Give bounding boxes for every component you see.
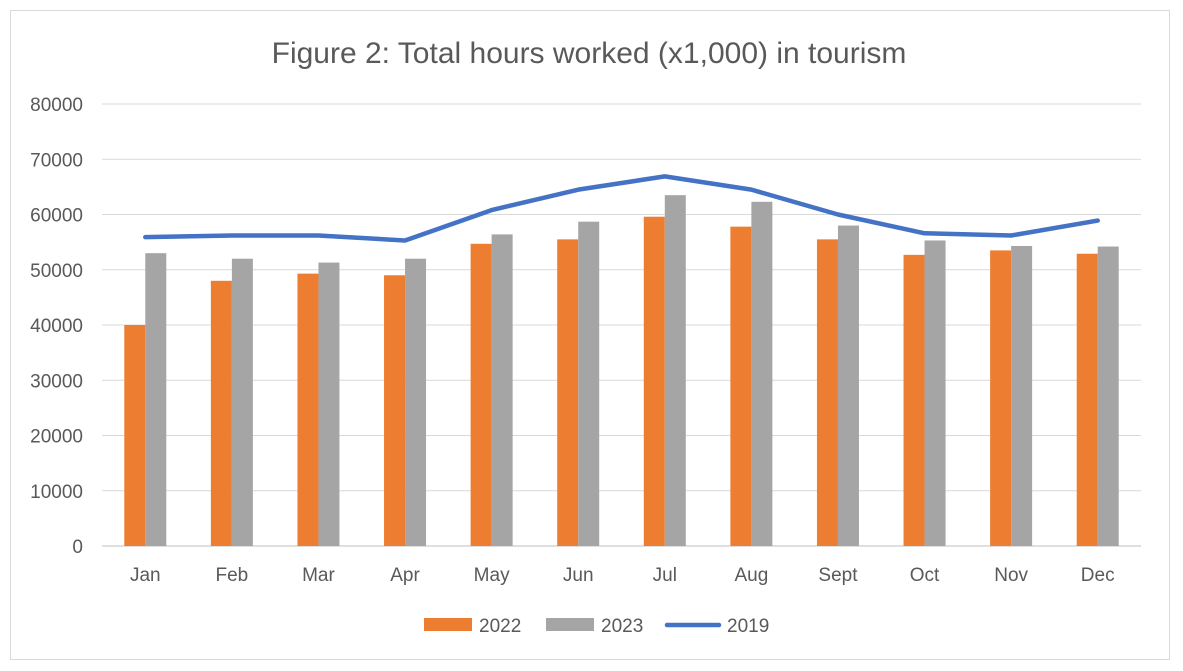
- series-line-2019: [143, 174, 1100, 243]
- legend-item-2019: 2019: [664, 616, 769, 637]
- bar-2023-sept: [837, 225, 859, 547]
- y-tick-label: 70000: [30, 150, 83, 171]
- bar-2023-aug: [751, 201, 773, 547]
- x-tick-label: Aug: [734, 565, 768, 586]
- bar-2022-mar: [297, 273, 319, 546]
- legend-swatch: [424, 618, 472, 631]
- legend: 2022 2023 2019: [424, 616, 769, 637]
- x-tick-label: Jul: [653, 565, 677, 586]
- x-tick-label: Sept: [818, 565, 858, 586]
- x-tick-label: Feb: [216, 565, 249, 586]
- legend-swatch: [546, 618, 594, 631]
- bar-2022-dec: [1076, 253, 1098, 547]
- y-tick-label: 60000: [30, 206, 83, 227]
- series-line-layer: [143, 174, 1100, 243]
- y-tick-label: 20000: [30, 427, 83, 448]
- gridlines: [102, 103, 1141, 547]
- bar-2022-feb: [210, 280, 232, 546]
- x-tick-label: Mar: [302, 565, 335, 586]
- x-tick-label: Jun: [563, 565, 594, 586]
- x-tick-label: Jan: [130, 565, 161, 586]
- bar-2022-jan: [124, 325, 146, 546]
- bar-2022-may: [470, 243, 492, 546]
- y-axis-ticks: 0 10000 20000 30000 40000 50000 60000 70000 8000…: [30, 95, 83, 558]
- y-tick-label: 10000: [30, 482, 83, 503]
- legend-label: 2023: [601, 616, 643, 637]
- bar-2023-apr: [405, 258, 427, 546]
- bar-2023-nov: [1011, 245, 1033, 546]
- y-tick-label: 50000: [30, 261, 83, 282]
- bar-2023-jul: [664, 195, 686, 546]
- x-tick-label: Nov: [994, 565, 1028, 586]
- bar-2023-feb: [231, 258, 253, 546]
- bar-2023-mar: [318, 262, 340, 546]
- y-tick-label: 30000: [30, 371, 83, 392]
- legend-item-2023: 2023: [546, 616, 643, 637]
- x-tick-label: Dec: [1081, 565, 1115, 586]
- x-tick-label: May: [474, 565, 510, 586]
- bar-2022-nov: [990, 250, 1012, 546]
- bar-2022-jul: [643, 216, 665, 546]
- bar-2022-aug: [730, 226, 752, 546]
- bar-2023-oct: [924, 240, 946, 546]
- legend-label: 2019: [727, 616, 769, 637]
- bars: [124, 195, 1119, 547]
- chart-frame: Figure 2: Total hours worked (x1,000) in…: [10, 10, 1170, 660]
- bar-2022-jun: [557, 239, 579, 547]
- bar-2022-sept: [816, 239, 838, 547]
- y-tick-label: 80000: [30, 95, 83, 116]
- bar-2023-jan: [145, 253, 167, 547]
- bar-2022-oct: [903, 254, 925, 546]
- x-axis-ticks: Jan Feb Mar Apr May Jun Jul Aug Sept Oct Nov Dec: [130, 565, 1115, 586]
- legend-item-2022: 2022: [424, 616, 521, 637]
- bar-2023-dec: [1097, 246, 1119, 547]
- x-tick-label: Oct: [910, 565, 940, 586]
- y-tick-label: 40000: [30, 316, 83, 337]
- bar-2023-jun: [578, 221, 600, 546]
- bar-2023-may: [491, 234, 513, 546]
- bar-2022-apr: [384, 275, 406, 546]
- y-tick-label: 0: [72, 537, 83, 558]
- legend-label: 2022: [479, 616, 521, 637]
- x-tick-label: Apr: [390, 565, 420, 586]
- chart-svg: Figure 2: Total hours worked (x1,000) in…: [30, 37, 1141, 637]
- chart-title: Figure 2: Total hours worked (x1,000) in…: [272, 37, 907, 70]
